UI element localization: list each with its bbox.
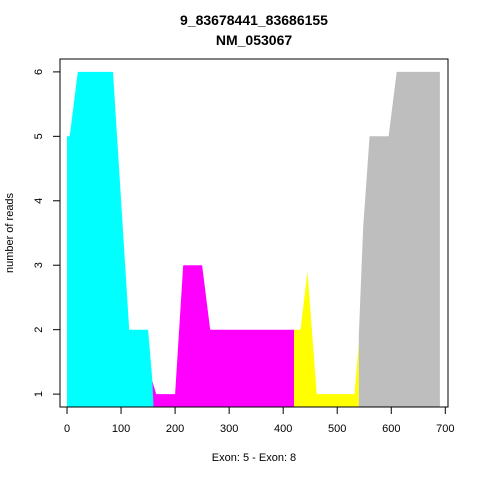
y-axis: 1 2 3 4 5 6 [33,69,61,397]
x-tick-label: 400 [274,423,292,435]
x-tick-label: 500 [328,423,346,435]
y-tick-label: 1 [33,391,45,397]
y-tick-label: 3 [33,262,45,268]
x-tick-label: 200 [166,423,184,435]
series-area-1 [67,71,154,408]
y-tick-label: 2 [33,327,45,333]
chart-subtitle: NM_053067 [216,32,292,48]
x-tick-label: 0 [64,423,70,435]
x-tick-label: 600 [382,423,400,435]
y-axis-label: number of reads [4,192,16,273]
x-axis-label: Exon: 5 - Exon: 8 [212,452,296,464]
x-tick-label: 700 [436,423,454,435]
series-area-3 [294,271,359,407]
y-tick-label: 5 [33,133,45,139]
series-area-2 [152,265,294,407]
series-layer [67,71,440,408]
series-area-4 [358,71,440,408]
chart-title: 9_83678441_83686155 [180,12,328,28]
x-tick-label: 100 [112,423,130,435]
x-tick-label: 300 [220,423,238,435]
y-tick-label: 6 [33,69,45,75]
y-tick-label: 4 [33,198,45,204]
x-axis: 0 100 200 300 400 500 600 700 [64,406,454,435]
